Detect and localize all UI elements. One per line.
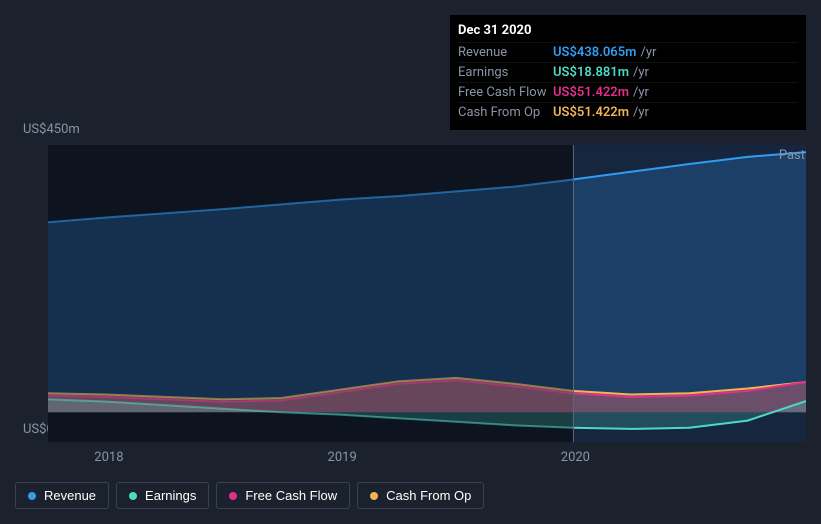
- chart-cursor-line: [573, 145, 574, 442]
- chart-svg[interactable]: [48, 145, 806, 442]
- past-label: Past: [779, 148, 805, 163]
- legend-dot-icon: [129, 492, 137, 500]
- tooltip-label: Revenue: [458, 45, 553, 60]
- legend-label: Cash From Op: [386, 488, 471, 503]
- tooltip-unit: /yr: [633, 85, 649, 100]
- x-tick-label: 2018: [94, 450, 123, 465]
- tooltip-label: Free Cash Flow: [458, 85, 553, 100]
- tooltip-label: Earnings: [458, 65, 553, 80]
- legend-cash-from-op-button[interactable]: Cash From Op: [357, 482, 484, 509]
- tooltip-row: EarningsUS$18.881m/yr: [458, 62, 798, 82]
- legend-free-cash-flow-button[interactable]: Free Cash Flow: [216, 482, 350, 509]
- tooltip-value: US$51.422m: [553, 105, 629, 120]
- tooltip-unit: /yr: [633, 105, 649, 120]
- tooltip-row: RevenueUS$438.065m/yr: [458, 42, 798, 62]
- tooltip-value: US$18.881m: [553, 65, 629, 80]
- chart-tooltip: Dec 31 2020 RevenueUS$438.065m/yrEarning…: [450, 15, 806, 130]
- legend-label: Earnings: [145, 488, 196, 503]
- legend-dot-icon: [229, 492, 237, 500]
- legend: Revenue Earnings Free Cash Flow Cash From O…: [15, 482, 484, 509]
- x-tick-label: 2020: [561, 450, 590, 465]
- tooltip-row: Cash From OpUS$51.422m/yr: [458, 102, 798, 122]
- tooltip-unit: /yr: [633, 65, 649, 80]
- x-tick-label: 2019: [328, 450, 357, 465]
- legend-dot-icon: [28, 492, 36, 500]
- legend-label: Revenue: [44, 488, 96, 503]
- area-revenue: [48, 152, 806, 412]
- legend-label: Free Cash Flow: [245, 488, 337, 503]
- legend-revenue-button[interactable]: Revenue: [15, 482, 109, 509]
- tooltip-date: Dec 31 2020: [458, 19, 798, 42]
- tooltip-unit: /yr: [640, 45, 656, 60]
- tooltip-label: Cash From Op: [458, 105, 553, 120]
- tooltip-row: Free Cash FlowUS$51.422m/yr: [458, 82, 798, 102]
- y-max-label: US$450m: [23, 122, 80, 137]
- tooltip-value: US$51.422m: [553, 85, 629, 100]
- tooltip-value: US$438.065m: [553, 45, 636, 60]
- legend-dot-icon: [370, 492, 378, 500]
- legend-earnings-button[interactable]: Earnings: [116, 482, 209, 509]
